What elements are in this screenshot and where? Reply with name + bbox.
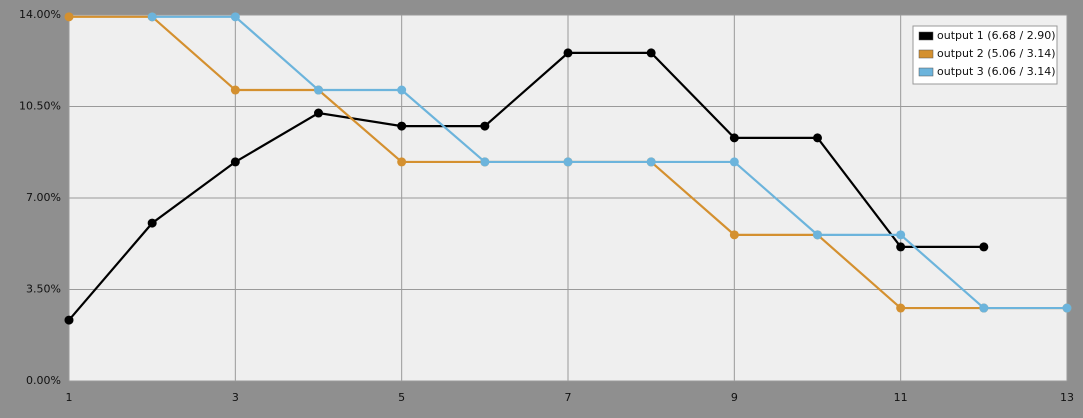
x-tick-label: 5 — [398, 391, 405, 404]
data-point — [480, 157, 490, 167]
data-point — [64, 12, 74, 22]
y-tick-label: 7.00% — [26, 191, 61, 204]
data-point — [230, 12, 240, 22]
data-point — [64, 315, 74, 325]
legend-label: output 2 (5.06 / 3.14) — [937, 47, 1056, 60]
data-point — [979, 242, 989, 252]
y-tick-label: 14.00% — [19, 8, 61, 21]
y-tick-label: 0.00% — [26, 374, 61, 387]
data-point — [896, 230, 906, 240]
y-tick-label: 3.50% — [26, 283, 61, 296]
data-point — [230, 85, 240, 95]
x-tick-label: 3 — [232, 391, 239, 404]
x-tick-label: 11 — [894, 391, 908, 404]
legend-swatch — [918, 49, 934, 59]
data-point — [1062, 303, 1072, 313]
legend-label: output 3 (6.06 / 3.14) — [937, 65, 1056, 78]
x-tick-label: 7 — [565, 391, 572, 404]
legend-swatch — [918, 31, 934, 41]
data-point — [729, 133, 739, 143]
legend-swatch — [918, 67, 934, 77]
data-point — [896, 242, 906, 252]
data-point — [397, 157, 407, 167]
data-point — [729, 157, 739, 167]
data-point — [646, 157, 656, 167]
data-point — [147, 218, 157, 228]
data-point — [979, 303, 989, 313]
data-point — [563, 48, 573, 58]
x-tick-label: 13 — [1060, 391, 1074, 404]
data-point — [147, 12, 157, 22]
data-point — [729, 230, 739, 240]
data-point — [813, 133, 822, 143]
x-tick-label: 1 — [66, 391, 73, 404]
data-point — [480, 121, 490, 131]
data-point — [563, 157, 573, 167]
legend-box — [912, 25, 1058, 85]
data-point — [397, 121, 407, 131]
y-tick-label: 10.50% — [19, 100, 61, 113]
data-point — [397, 85, 407, 95]
data-point — [896, 303, 906, 313]
series-line — [68, 51, 984, 321]
data-point — [813, 230, 822, 240]
series-line — [152, 15, 1067, 310]
legend: output 1 (6.68 / 2.90) output 2 (5.06 / 3… — [912, 25, 1058, 85]
data-point — [230, 157, 240, 167]
data-point — [314, 85, 323, 95]
legend-label: output 1 (6.68 / 2.90) — [937, 29, 1056, 42]
data-point — [646, 48, 656, 58]
data-point — [314, 108, 323, 118]
x-tick-label: 9 — [731, 391, 738, 404]
